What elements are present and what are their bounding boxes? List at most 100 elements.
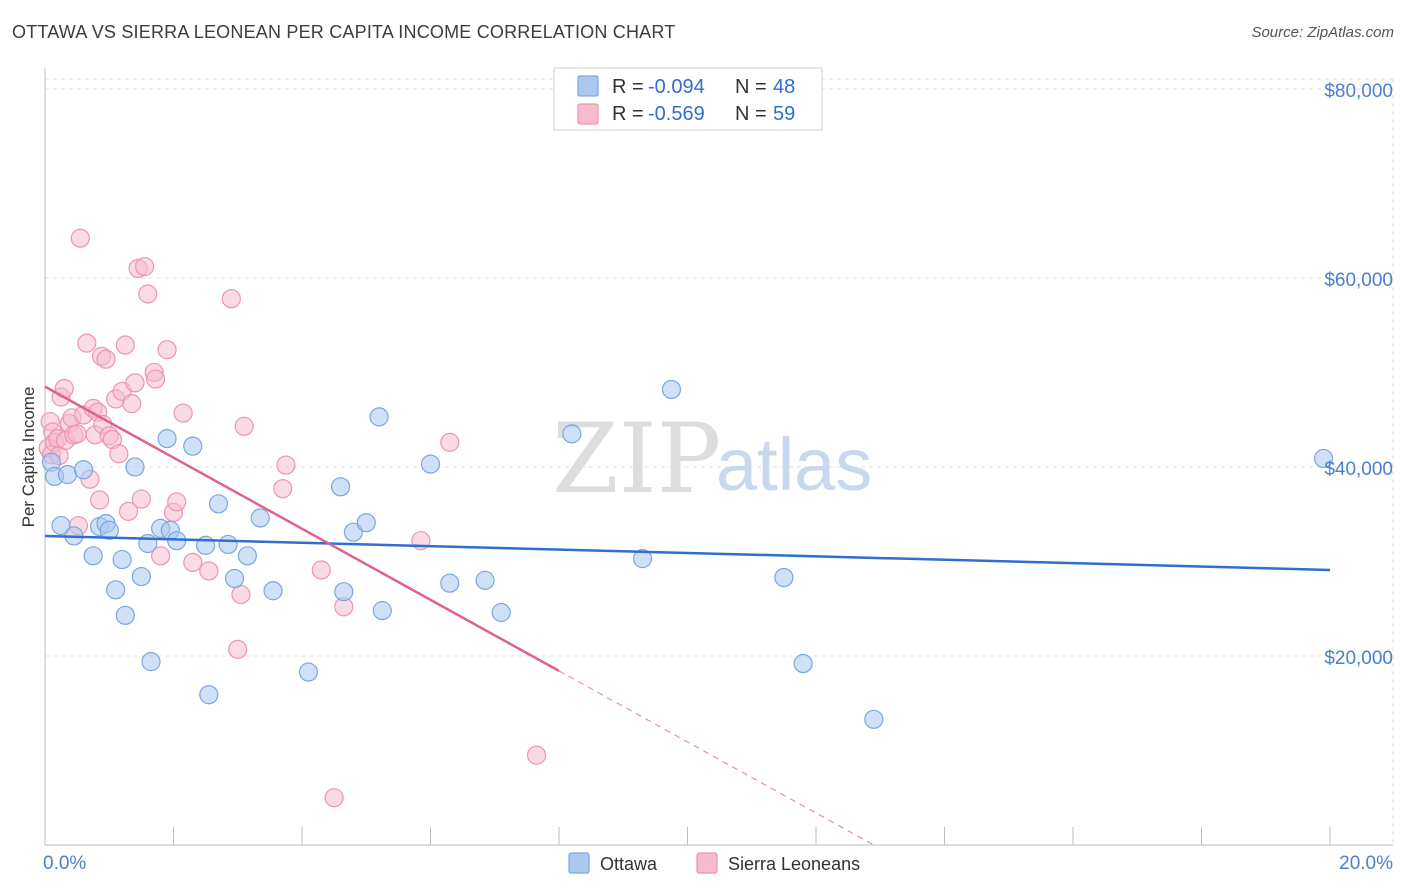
point-ottawa bbox=[157, 428, 177, 449]
point-ottawa bbox=[224, 568, 245, 589]
point-ottawa bbox=[183, 436, 203, 456]
point-sierra bbox=[67, 424, 87, 444]
point-ottawa bbox=[125, 457, 145, 477]
legend-r-value-ottawa: -0.094 bbox=[648, 76, 705, 98]
point-ottawa bbox=[138, 533, 158, 554]
watermark-atlas: atlas bbox=[716, 423, 872, 506]
point-sierra bbox=[151, 546, 171, 566]
point-ottawa bbox=[237, 546, 257, 566]
point-sierra bbox=[221, 289, 241, 309]
point-ottawa bbox=[793, 653, 813, 674]
x-tick-label-max: 20.0% bbox=[1339, 853, 1393, 874]
points-layer bbox=[38, 228, 1334, 808]
point-ottawa bbox=[106, 580, 126, 600]
correlation-legend: R = -0.094 N = 48 R = -0.569 N = 59 bbox=[553, 67, 823, 131]
legend-n-value-ottawa: 48 bbox=[773, 76, 795, 98]
point-sierra bbox=[199, 561, 219, 581]
legend-n-label-ottawa: N = bbox=[735, 76, 767, 98]
point-sierra bbox=[125, 373, 145, 393]
source-credit: Source: ZipAtlas.com bbox=[1251, 24, 1394, 41]
point-ottawa bbox=[440, 573, 460, 593]
point-sierra bbox=[157, 340, 177, 360]
point-sierra bbox=[145, 369, 166, 389]
point-sierra bbox=[70, 228, 90, 248]
watermark: ZIP atlas bbox=[552, 403, 872, 515]
point-ottawa bbox=[632, 549, 653, 569]
point-ottawa bbox=[115, 605, 135, 625]
point-ottawa bbox=[334, 582, 354, 602]
point-sierra bbox=[526, 745, 547, 765]
point-ottawa bbox=[51, 515, 71, 536]
legend-n-label-sierra: N = bbox=[735, 103, 767, 125]
point-sierra bbox=[231, 584, 251, 605]
point-sierra bbox=[311, 560, 331, 580]
y-tick-label: $80,000 bbox=[1324, 81, 1393, 102]
legend-swatch-ottawa bbox=[577, 75, 599, 97]
trend-line-extension-sierra bbox=[558, 670, 875, 846]
point-ottawa bbox=[218, 534, 238, 555]
legend-n-value-sierra: 59 bbox=[773, 103, 795, 125]
point-sierra bbox=[273, 479, 293, 499]
point-sierra bbox=[109, 444, 129, 464]
point-ottawa bbox=[141, 652, 161, 672]
point-ottawa bbox=[774, 567, 794, 588]
point-ottawa bbox=[369, 407, 389, 427]
point-ottawa bbox=[356, 513, 376, 533]
point-ottawa bbox=[199, 685, 219, 705]
point-sierra bbox=[131, 489, 151, 509]
bottom-legend-label-ottawa: Ottawa bbox=[600, 854, 658, 874]
point-ottawa bbox=[208, 494, 229, 514]
legend-r-label-ottawa: R = bbox=[612, 76, 644, 98]
point-ottawa bbox=[112, 549, 132, 570]
bottom-legend-label-sierra: Sierra Leoneans bbox=[728, 854, 860, 874]
point-ottawa bbox=[1313, 448, 1334, 469]
point-ottawa bbox=[99, 520, 119, 540]
trend-line-ottawa bbox=[44, 534, 1331, 572]
legend-r-value-sierra: -0.569 bbox=[648, 103, 705, 125]
point-ottawa bbox=[73, 460, 94, 480]
y-tick-label: $60,000 bbox=[1324, 270, 1393, 291]
point-sierra bbox=[228, 639, 248, 659]
point-sierra bbox=[440, 432, 460, 452]
y-axis-label: Per Capita Income bbox=[19, 387, 38, 528]
point-ottawa bbox=[562, 424, 582, 444]
point-sierra bbox=[183, 552, 203, 573]
point-ottawa bbox=[57, 464, 78, 485]
y-tick-label: $40,000 bbox=[1324, 459, 1393, 480]
point-ottawa bbox=[250, 508, 270, 528]
point-ottawa bbox=[661, 379, 682, 400]
point-ottawa bbox=[491, 602, 511, 623]
point-ottawa bbox=[131, 566, 151, 587]
tick-label-layer: $20,000 $40,000 $60,000 $80,000 0.0% 20.0% bbox=[43, 81, 1393, 874]
legend-swatch-sierra bbox=[577, 103, 599, 125]
chart-title: OTTAWA VS SIERRA LEONEAN PER CAPITA INCO… bbox=[12, 22, 676, 42]
bottom-legend-swatch-sierra bbox=[696, 852, 718, 874]
point-ottawa bbox=[83, 546, 103, 566]
point-sierra bbox=[77, 333, 97, 353]
point-sierra bbox=[173, 403, 193, 423]
point-ottawa bbox=[864, 709, 884, 729]
legend-box bbox=[553, 67, 823, 131]
point-ottawa bbox=[263, 581, 283, 601]
point-ottawa bbox=[475, 570, 495, 590]
point-ottawa bbox=[372, 601, 392, 621]
trend-layer bbox=[44, 385, 1331, 846]
point-sierra bbox=[122, 394, 142, 414]
point-sierra bbox=[276, 455, 296, 475]
point-sierra bbox=[115, 335, 135, 355]
point-sierra bbox=[138, 284, 158, 304]
point-sierra bbox=[234, 416, 254, 436]
point-ottawa bbox=[420, 454, 441, 474]
x-tick-label-min: 0.0% bbox=[43, 853, 86, 874]
bottom-legend-swatch-ottawa bbox=[568, 852, 590, 874]
trend-line-sierra bbox=[44, 385, 560, 672]
legend-r-label-sierra: R = bbox=[612, 103, 644, 125]
point-ottawa bbox=[330, 477, 351, 497]
point-sierra bbox=[167, 492, 187, 512]
point-sierra bbox=[118, 501, 139, 521]
point-sierra bbox=[90, 490, 110, 510]
point-ottawa bbox=[298, 662, 319, 682]
point-sierra bbox=[96, 349, 116, 369]
y-tick-label: $20,000 bbox=[1324, 648, 1393, 669]
